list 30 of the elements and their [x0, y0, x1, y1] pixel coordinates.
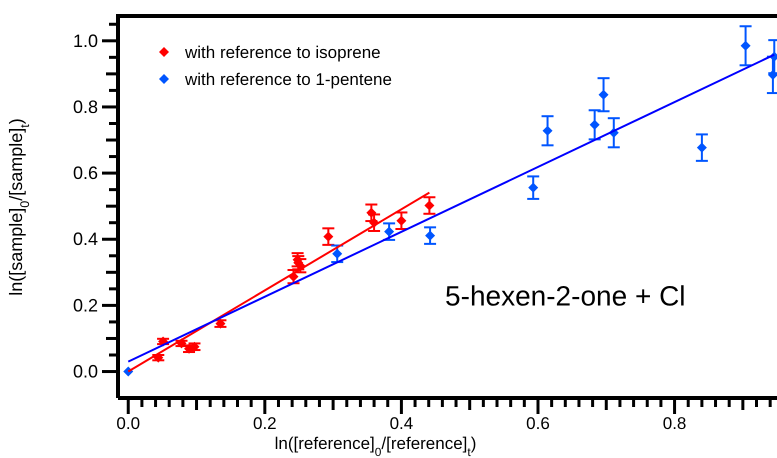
point: [542, 126, 553, 136]
x-tick-label: 0.4: [390, 414, 414, 433]
x-tick-label: 0.8: [662, 414, 686, 433]
x-tick-label: 0.6: [526, 414, 550, 433]
point: [425, 230, 436, 241]
point: [396, 216, 406, 226]
point: [528, 182, 538, 193]
y-tick-label: 0.6: [72, 163, 98, 184]
point: [740, 40, 751, 51]
point: [332, 248, 342, 259]
y-tick-label: 0.4: [72, 229, 98, 250]
point: [598, 90, 609, 100]
legend-label: with reference to 1-pentene: [184, 70, 392, 89]
annotation: 5-hexen-2-one + Cl: [445, 280, 686, 312]
point: [590, 120, 600, 130]
x-tick-label: 0.0: [116, 414, 140, 433]
point: [215, 318, 226, 329]
x-axis-title: ln([reference]$_{0}$/[reference]$_{t}$): [274, 434, 476, 458]
point: [323, 232, 334, 242]
y-tick-label: 1.0: [72, 30, 98, 51]
point: [696, 142, 707, 153]
legend-label: with reference to isoprene: [184, 43, 381, 62]
point: [768, 70, 777, 80]
point: [424, 200, 434, 211]
y-tick-label: 0.2: [72, 295, 98, 316]
point: [384, 226, 394, 237]
y-tick-label: 0.0: [72, 362, 98, 382]
x-tick-label: 0.2: [253, 414, 277, 433]
point: [366, 208, 376, 218]
y-tick-label: 0.8: [72, 96, 98, 117]
